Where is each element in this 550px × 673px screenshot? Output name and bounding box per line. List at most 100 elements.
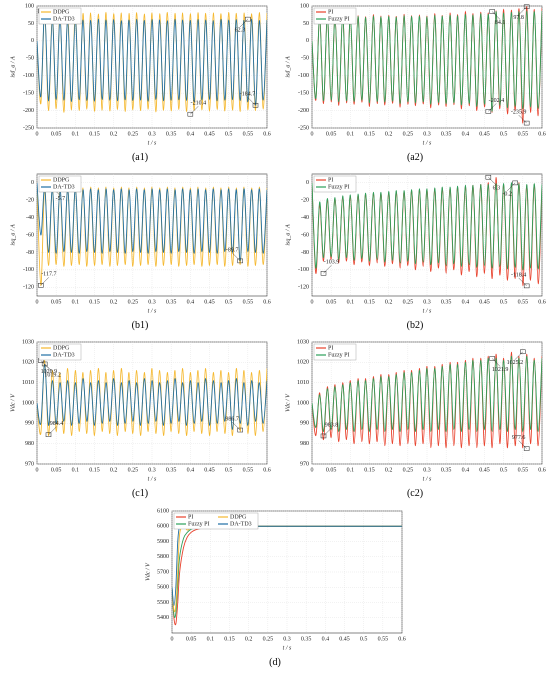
x-tick-label: 0.55 — [243, 467, 254, 473]
legend-label: DDPG — [53, 9, 70, 15]
x-tick-label: 0 — [36, 131, 39, 137]
annotation: 977.6 — [512, 435, 526, 441]
annotation-arrow — [239, 18, 248, 28]
x-axis-label: t / s — [148, 476, 157, 482]
y-tick-label: -60 — [301, 232, 309, 238]
legend-label: DA-TD3 — [53, 184, 75, 190]
x-tick-label: 0.1 — [347, 299, 355, 305]
annotation-box — [523, 120, 530, 126]
x-tick-label: 0.4 — [322, 636, 330, 642]
x-tick-label: 0.55 — [518, 467, 529, 473]
x-tick-label: 0.6 — [398, 636, 406, 642]
x-axis-label: t / s — [283, 645, 292, 651]
annotation: -89.7 — [226, 247, 239, 253]
x-tick-label: 0.25 — [403, 299, 414, 305]
x-tick-label: 0.3 — [423, 299, 431, 305]
x-tick-label: 0.05 — [51, 299, 62, 305]
chart: 5400 5500 5600 5700 5800 5900 6000 6100 0 0.05 0.1… — [145, 508, 406, 651]
x-tick-label: 0.45 — [204, 467, 215, 473]
annotation-arrow — [232, 252, 241, 262]
annotation-arrow — [492, 11, 501, 20]
annotation-box — [485, 174, 492, 180]
legend-label: Fuzzy PI — [328, 352, 350, 358]
x-tick-label: 0.6 — [538, 131, 546, 137]
y-tick-label: 1000 — [297, 400, 309, 406]
y-tick-label: -120 — [23, 285, 34, 291]
y-tick-label: -40 — [26, 215, 34, 221]
x-tick-label: 0.4 — [462, 467, 470, 473]
annotation: 1020.9 — [41, 369, 58, 375]
annotation: 1019.2 — [44, 372, 61, 378]
y-tick-label: -60 — [26, 232, 34, 238]
panel: -250 -200 -150 -100 -50 0 50 100 0 0.05 0.1 0.15 0.2… — [5, 0, 275, 168]
x-tick-label: 0.6 — [538, 467, 546, 473]
y-tick-label: -100 — [298, 73, 309, 79]
x-tick-label: 0 — [311, 299, 314, 305]
annotation-box — [237, 427, 243, 433]
panel: -120 -100 -80 -60 -40 -20 0 0 0.05 0.1 0.15 0.2 0.25… — [5, 168, 275, 336]
x-tick-label: 0.45 — [204, 131, 215, 137]
annotation-box — [485, 109, 492, 114]
x-tick-label: 0.5 — [225, 467, 233, 473]
chart: -250 -200 -150 -100 -50 0 50 100 0 0.05 0.1 0.15 0.2… — [10, 3, 270, 146]
annotation: 984.4 — [50, 421, 64, 427]
annotation: -210.4 — [191, 101, 207, 107]
x-tick-label: 0.1 — [72, 131, 80, 137]
x-tick-label: 0.15 — [224, 636, 235, 642]
x-tick-label: 0.4 — [187, 467, 195, 473]
x-tick-label: 0 — [311, 467, 314, 473]
x-tick-label: 0.6 — [263, 467, 271, 473]
y-axis-label: isq_a / A — [285, 224, 291, 246]
y-tick-label: -20 — [26, 198, 34, 204]
x-tick-label: 0.05 — [326, 467, 337, 473]
x-tick-label: 0.35 — [166, 299, 177, 305]
legend-label: Fuzzy PI — [328, 184, 350, 190]
x-tick-label: 0.25 — [128, 467, 139, 473]
y-tick-label: 970 — [300, 461, 309, 467]
series-line — [37, 363, 267, 430]
x-tick-label: 0.4 — [187, 131, 195, 137]
annotation-arrow — [492, 358, 501, 367]
annotation-box — [320, 271, 327, 276]
x-tick-label: 0.5 — [225, 299, 233, 305]
x-tick-label: 0.35 — [166, 131, 177, 137]
annotation-box — [41, 361, 48, 367]
annotation-arrow — [40, 277, 49, 286]
y-tick-label: -50 — [26, 56, 34, 62]
annotation-arrow — [488, 177, 497, 186]
annotation-box — [520, 349, 526, 355]
series-line — [312, 355, 542, 432]
x-tick-label: 0.35 — [301, 636, 312, 642]
x-tick-label: 0.05 — [186, 636, 197, 642]
annotation-arrow — [518, 440, 527, 449]
annotation-arrow — [48, 426, 57, 435]
chart: 970 980 990 1000 1010 1020 1030 0 0.05 0.1 0.15 0.2… — [285, 339, 546, 482]
annotation-arrow — [44, 363, 53, 373]
x-tick-label: 0.45 — [479, 299, 490, 305]
x-axis-label: t / s — [423, 308, 432, 314]
x-tick-label: 0.2 — [245, 636, 253, 642]
annotation: 62.3 — [235, 28, 246, 34]
chart: -120 -100 -80 -60 -40 -20 0 0 0.05 0.1 0.15 0.2 0.25… — [285, 173, 546, 314]
legend-label: PI — [188, 514, 193, 520]
y-tick-label: -100 — [23, 73, 34, 79]
annotation: 986.7 — [225, 416, 239, 422]
annotation: -235.9 — [511, 109, 527, 115]
x-tick-label: 0.45 — [479, 467, 490, 473]
y-tick-label: 0 — [306, 38, 309, 44]
panel: -250 -200 -150 -100 -50 0 50 100 0 0.05 0.1 0.15 0.2… — [280, 0, 550, 168]
x-tick-label: 0.3 — [423, 131, 431, 137]
y-tick-label: 50 — [28, 21, 34, 27]
y-tick-label: 5500 — [157, 600, 169, 606]
x-tick-label: 0.2 — [385, 467, 393, 473]
x-tick-label: 0.3 — [148, 299, 156, 305]
legend-label: DDPG — [53, 177, 70, 183]
panel-label: (c2) — [406, 488, 424, 499]
annotation: 84.1 — [495, 20, 506, 26]
x-tick-label: 0.55 — [243, 131, 254, 137]
x-tick-label: 0.25 — [128, 299, 139, 305]
annotation-box — [489, 356, 495, 361]
x-axis-label: t / s — [423, 476, 432, 482]
annotation-arrow — [518, 6, 527, 15]
x-tick-label: 0.15 — [89, 467, 100, 473]
